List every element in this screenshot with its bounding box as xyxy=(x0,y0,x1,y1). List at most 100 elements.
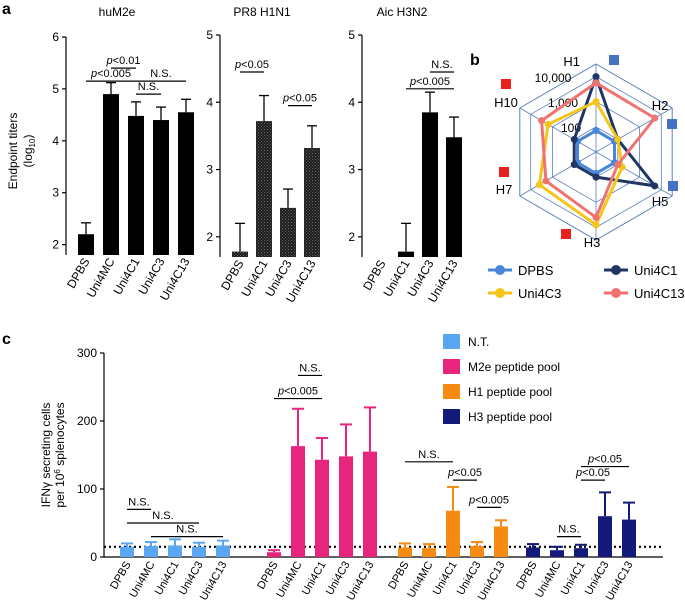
radar-axis-label-H5: H5 xyxy=(652,194,669,209)
legend-swatch xyxy=(443,359,460,374)
radar-axis-label-H7: H7 xyxy=(496,182,513,197)
significance-label: N.S. xyxy=(299,362,320,374)
y-tick-label: 200 xyxy=(77,414,97,428)
x-tick-label: DPBS xyxy=(255,560,280,592)
radar-point xyxy=(592,98,600,106)
legend-swatch xyxy=(443,409,460,424)
radar-spoke xyxy=(519,107,597,153)
y-tick-label: 300 xyxy=(77,346,97,360)
bar-DPBS xyxy=(78,234,94,255)
x-tick-label: DPBS xyxy=(108,560,133,592)
bar-M2e peptide pool-Uni4MC xyxy=(291,446,305,557)
bar-Uni4C13 xyxy=(446,137,462,257)
y-tick-label: 100 xyxy=(77,482,97,496)
y-axis-label-line2: per 106 splenocytes xyxy=(53,402,67,507)
bar-H1 peptide pool-Uni4MC xyxy=(422,548,436,557)
radar-point xyxy=(570,135,578,143)
bar-H3 peptide pool-DPBS xyxy=(526,547,540,557)
bar-Uni4C1 xyxy=(128,115,144,256)
significance-label: p<0.005 xyxy=(90,68,131,80)
significance-label: N.S. xyxy=(431,59,452,71)
radar-point xyxy=(535,181,543,189)
radar-point xyxy=(538,117,546,125)
radar-ring-label: 10,000 xyxy=(535,71,572,85)
y-tick-label: 3 xyxy=(206,163,213,177)
y-tick-label: 4 xyxy=(206,95,213,109)
bar-H1 peptide pool-Uni4C3 xyxy=(470,546,484,557)
panel-a-pr8-chart: PR8 H1N12345DPBSUni4C1Uni4C3Uni4C13p<0.0… xyxy=(206,5,320,305)
significance-label: p<0.05 xyxy=(587,454,622,466)
bar-H1 peptide pool-DPBS xyxy=(398,547,412,557)
radar-point xyxy=(570,161,578,169)
y-tick-label: 0 xyxy=(90,550,97,564)
legend-marker xyxy=(611,288,621,298)
radar-point xyxy=(592,221,600,229)
significance-label: N.S. xyxy=(150,68,171,80)
y-tick-label: 5 xyxy=(348,28,355,42)
bar-N.T.-Uni4C13 xyxy=(216,545,230,557)
significance-label: N.S. xyxy=(138,81,159,93)
axis-marker-H10 xyxy=(501,79,511,89)
chart-title: PR8 H1N1 xyxy=(233,5,291,19)
significance-label: p<0.005 xyxy=(468,494,509,506)
radar-point xyxy=(592,73,600,81)
bar-N.T.-DPBS xyxy=(120,546,134,557)
panel-a-aic-chart: Aic H3N22345DPBSUni4C1Uni4C3Uni4C13p<0.0… xyxy=(348,5,462,305)
significance-label: p<0.005 xyxy=(409,76,450,88)
radar-point xyxy=(614,135,622,143)
radar-point xyxy=(544,120,552,128)
bar-N.T.-Uni4C3 xyxy=(192,546,206,557)
radar-point xyxy=(651,182,659,190)
axis-marker-H3 xyxy=(561,229,571,239)
bar-Uni4C1 xyxy=(256,121,272,257)
radar-point xyxy=(592,79,600,87)
chart-title: huM2e xyxy=(99,5,136,19)
axis-marker-H7 xyxy=(499,167,509,177)
radar-point xyxy=(651,114,659,122)
bar-DPBS xyxy=(232,251,248,257)
radar-spoke xyxy=(519,151,597,197)
legend-label-Uni4C1: Uni4C1 xyxy=(634,263,677,278)
bar-H3 peptide pool-Uni4MC xyxy=(550,550,564,557)
bar-H1 peptide pool-Uni4C1 xyxy=(446,510,460,557)
y-tick-label: 5 xyxy=(206,28,213,42)
legend-swatch xyxy=(443,334,460,349)
significance-label: p<0.05 xyxy=(575,467,610,479)
bar-M2e peptide pool-Uni4C1 xyxy=(315,459,329,557)
bar-Uni4C13 xyxy=(178,112,194,255)
bar-H3 peptide pool-Uni4C1 xyxy=(574,548,588,557)
legend-label-Uni4C3: Uni4C3 xyxy=(518,286,561,301)
significance-label: N.S. xyxy=(128,496,149,508)
radar-axis-label-H1: H1 xyxy=(563,54,580,69)
bar-Uni4MC xyxy=(103,94,119,255)
x-tick-label: DPBS xyxy=(386,560,411,592)
radar-axis-label-H10: H10 xyxy=(494,95,518,110)
bar-Uni4C13 xyxy=(304,148,320,257)
significance-label: p<0.05 xyxy=(282,93,317,105)
panel-label-a: a xyxy=(2,1,11,18)
significance-label: N.S. xyxy=(418,449,439,461)
legend-swatch xyxy=(443,384,460,399)
bar-Uni4C3 xyxy=(422,112,438,257)
bar-M2e peptide pool-Uni4C3 xyxy=(339,456,353,557)
legend-label-DPBS: DPBS xyxy=(518,263,554,278)
bar-H1 peptide pool-Uni4C13 xyxy=(494,526,508,557)
y-tick-label: 4 xyxy=(348,95,355,109)
y-tick-label: 3 xyxy=(52,186,59,200)
bar-M2e peptide pool-Uni4C13 xyxy=(363,451,377,557)
significance-label: p<0.01 xyxy=(106,55,141,67)
y-tick-label: 4 xyxy=(52,134,59,148)
panel-c-ifn-chart: 0 100 200 300 IFNγ secreting cells per 106 sp… xyxy=(39,334,663,603)
legend-marker xyxy=(495,288,505,298)
radar-spoke xyxy=(595,151,673,197)
y-tick-label: 3 xyxy=(348,163,355,177)
radar-point xyxy=(592,213,600,221)
panel-label-b: b xyxy=(470,52,480,69)
legend-label-N.T.: N.T. xyxy=(468,335,489,349)
legend-label-H3 peptide pool: H3 peptide pool xyxy=(468,410,552,424)
axis-marker-H1 xyxy=(609,55,619,65)
bar-H3 peptide pool-Uni4C13 xyxy=(622,519,636,557)
